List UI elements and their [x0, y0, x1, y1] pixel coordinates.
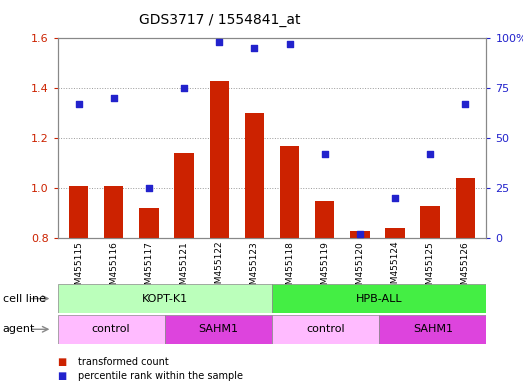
Text: ■: ■	[58, 371, 67, 381]
Text: SAHM1: SAHM1	[413, 324, 453, 334]
Point	[250, 45, 258, 51]
Bar	[69, 185, 88, 384]
Bar	[272, 284, 486, 313]
Point	[215, 39, 223, 45]
Bar	[379, 315, 486, 344]
Text: GDS3717 / 1554841_at: GDS3717 / 1554841_at	[139, 13, 300, 27]
Bar	[350, 230, 370, 384]
Point	[145, 185, 153, 191]
Bar	[315, 200, 334, 384]
Point	[356, 231, 364, 237]
Bar	[58, 315, 165, 344]
Bar	[104, 185, 123, 384]
Text: agent: agent	[3, 324, 35, 334]
Text: HPB-ALL: HPB-ALL	[356, 293, 403, 304]
Point	[426, 151, 434, 157]
Bar	[272, 315, 379, 344]
Bar	[174, 153, 194, 384]
Bar	[165, 315, 272, 344]
Point	[74, 101, 83, 108]
Bar	[139, 208, 158, 384]
Text: percentile rank within the sample: percentile rank within the sample	[78, 371, 243, 381]
Point	[321, 151, 329, 157]
Text: control: control	[306, 324, 345, 334]
Bar	[385, 228, 405, 384]
Bar	[280, 146, 299, 384]
Point	[110, 95, 118, 101]
Text: ■: ■	[58, 357, 67, 367]
Bar	[58, 284, 272, 313]
Text: SAHM1: SAHM1	[198, 324, 238, 334]
Point	[286, 41, 294, 48]
Point	[180, 85, 188, 91]
Text: KOPT-K1: KOPT-K1	[142, 293, 188, 304]
Bar	[420, 205, 440, 384]
Point	[391, 195, 399, 201]
Point	[461, 101, 470, 108]
Bar	[245, 113, 264, 384]
Bar	[210, 81, 229, 384]
Bar	[456, 178, 475, 384]
Text: cell line: cell line	[3, 293, 46, 304]
Text: transformed count: transformed count	[78, 357, 169, 367]
Text: control: control	[92, 324, 130, 334]
